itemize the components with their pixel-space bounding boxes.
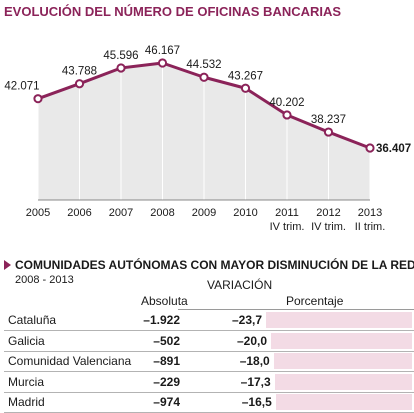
x-tick-label: II trim.	[355, 221, 386, 233]
data-point	[74, 79, 85, 89]
percent-bar	[275, 394, 412, 410]
x-tick-label: 2010	[233, 207, 257, 219]
x-tick-label: 2005	[26, 207, 50, 219]
x-tick-label: 2011	[275, 207, 299, 219]
percent-bar	[274, 373, 412, 390]
x-tick-label: 2009	[192, 207, 216, 219]
data-point	[365, 143, 375, 153]
variation-header: VARIACIÓN	[207, 278, 273, 292]
data-point	[157, 58, 168, 68]
column-header-porcentaje: Porcentaje	[286, 294, 344, 308]
percent-value: –23,7	[231, 313, 262, 327]
x-tick-label: 2007	[109, 207, 133, 219]
row-divider	[4, 371, 414, 372]
region-name: Cataluña	[8, 313, 57, 327]
line-chart-title: EVOLUCIÓN DEL NÚMERO DE OFICINAS BANCARI…	[4, 4, 342, 19]
data-label: 38.237	[311, 114, 346, 126]
section-marker-icon	[4, 259, 11, 270]
absolute-value: –229	[153, 374, 180, 389]
data-label: 43.267	[228, 70, 263, 82]
data-label: 40.202	[269, 97, 304, 109]
column-header-absoluta: Absoluta	[141, 294, 188, 308]
data-label: 45.596	[103, 50, 138, 62]
data-label: 36.407	[376, 143, 411, 155]
data-point	[323, 127, 334, 137]
absolute-value: –502	[153, 333, 180, 348]
data-point	[33, 94, 43, 104]
x-tick-label: IV trim.	[311, 221, 346, 233]
data-label: 44.532	[186, 59, 221, 71]
region-name: Galicia	[8, 333, 45, 348]
row-divider	[4, 391, 414, 393]
region-name: Madrid	[8, 395, 45, 409]
data-points	[33, 58, 375, 153]
x-tick-labels: 2005 2006 2007 2008 2009 2010 2011 IV trim. 2012…	[26, 207, 386, 233]
table-subtitle: 2008 - 2013	[15, 274, 74, 286]
x-tick-label: 2008	[150, 207, 174, 219]
table-title: COMUNIDADES AUTÓNOMAS CON MAYOR DISMINUC…	[15, 257, 414, 272]
region-name: Murcia	[8, 374, 45, 389]
region-name: Comunidad Valenciana	[8, 354, 132, 368]
data-point	[240, 83, 251, 93]
data-point	[116, 63, 126, 73]
percent-bar	[266, 312, 412, 328]
percent-value: –16,5	[241, 395, 272, 409]
absolute-value: –974	[153, 395, 180, 409]
x-tick-label: 2012	[316, 207, 340, 219]
row-divider	[4, 330, 414, 331]
data-label: 43.788	[62, 66, 97, 78]
data-label: 46.167	[145, 45, 180, 57]
percent-bar	[273, 353, 412, 369]
absolute-value: –1.922	[143, 313, 180, 327]
table-section-header: COMUNIDADES AUTÓNOMAS CON MAYOR DISMINUC…	[4, 256, 414, 274]
percent-value: –20,0	[236, 333, 267, 348]
table-row: Murcia –229 –17,3	[0, 372, 414, 393]
table-row: Madrid –974 –16,5	[0, 392, 414, 413]
percent-bar	[271, 332, 412, 349]
line-chart: 42.071 43.788 45.596 46.167 44.532 43.267 40.2…	[4, 45, 411, 233]
x-tick-label: IV trim.	[270, 221, 305, 233]
header-divider	[178, 309, 414, 310]
table-row: Comunidad Valenciana –891 –18,0	[0, 351, 414, 372]
table-row: Cataluña –1.922 –23,7	[0, 310, 414, 331]
data-labels: 42.071 43.788 45.596 46.167 44.532 43.267 40.2…	[4, 45, 411, 155]
percent-value: –18,0	[239, 354, 270, 368]
absolute-value: –891	[153, 354, 180, 368]
vertical-gridlines	[37, 63, 371, 200]
data-point	[282, 110, 292, 120]
data-point	[199, 72, 209, 82]
data-label: 42.071	[4, 81, 39, 93]
percent-value: –17,3	[240, 374, 271, 389]
table-row: Galicia –502 –20,0	[0, 331, 414, 352]
x-tick-label: 2013	[358, 207, 382, 219]
row-divider	[4, 350, 414, 352]
x-tick-label: 2006	[67, 207, 91, 219]
